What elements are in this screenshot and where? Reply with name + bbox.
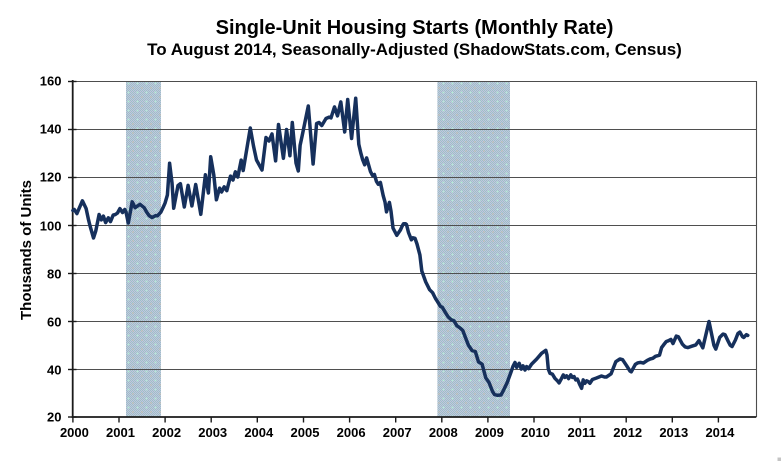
svg-text:2001: 2001 bbox=[106, 425, 135, 440]
svg-text:2009: 2009 bbox=[475, 425, 504, 440]
svg-text:2000: 2000 bbox=[60, 425, 89, 440]
svg-text:160: 160 bbox=[40, 74, 62, 89]
svg-text:60: 60 bbox=[47, 314, 61, 329]
svg-text:2002: 2002 bbox=[152, 425, 181, 440]
svg-text:140: 140 bbox=[40, 122, 62, 137]
svg-text:2003: 2003 bbox=[198, 425, 227, 440]
svg-text:100: 100 bbox=[40, 218, 62, 233]
svg-text:2006: 2006 bbox=[337, 425, 366, 440]
svg-text:80: 80 bbox=[47, 266, 61, 281]
svg-text:2011: 2011 bbox=[567, 425, 595, 440]
svg-text:20: 20 bbox=[47, 410, 61, 425]
svg-text:2014: 2014 bbox=[705, 425, 735, 440]
svg-text:Thousands of Units: Thousands of Units bbox=[18, 180, 35, 320]
svg-text:2012: 2012 bbox=[613, 425, 642, 440]
svg-text:40: 40 bbox=[47, 362, 61, 377]
svg-text:2008: 2008 bbox=[429, 425, 458, 440]
svg-text:2013: 2013 bbox=[659, 425, 688, 440]
svg-text:2004: 2004 bbox=[244, 425, 274, 440]
svg-text:120: 120 bbox=[40, 170, 62, 185]
svg-text:2007: 2007 bbox=[383, 425, 412, 440]
svg-text:2010: 2010 bbox=[521, 425, 550, 440]
svg-text:2005: 2005 bbox=[291, 425, 320, 440]
